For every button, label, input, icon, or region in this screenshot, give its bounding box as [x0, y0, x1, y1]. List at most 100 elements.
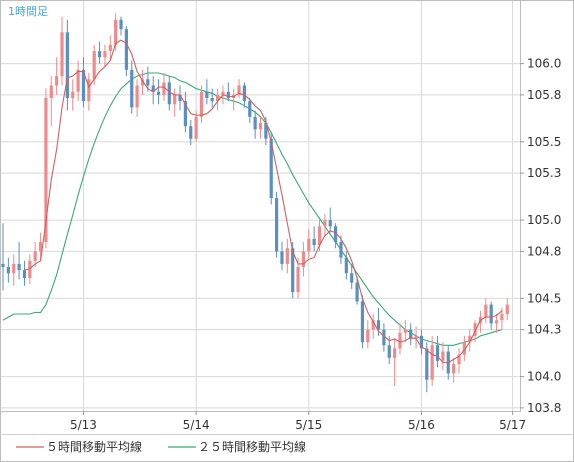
candle-body	[355, 282, 359, 302]
candle-body	[296, 267, 300, 293]
candle	[253, 110, 257, 139]
candle-body	[237, 85, 241, 95]
x-tick-label: 5/16	[408, 418, 435, 432]
candle-body	[199, 91, 204, 117]
candle	[248, 98, 252, 124]
candle-body	[87, 79, 91, 102]
legend-label-ma25: ２５時間移動平均線	[198, 439, 306, 454]
candle	[183, 91, 187, 133]
candle-body	[382, 329, 386, 346]
candle-body	[103, 51, 107, 58]
candle-body	[22, 270, 27, 278]
candle-body	[114, 19, 118, 45]
candle	[76, 60, 80, 102]
candle-body	[489, 304, 493, 324]
candle-body	[28, 260, 32, 278]
candle-body	[414, 335, 418, 340]
y-tick-label: 105.3	[527, 166, 561, 180]
candle-body	[226, 91, 230, 99]
candle-body	[135, 85, 139, 108]
ma25-line	[2, 72, 503, 346]
candle	[355, 276, 359, 305]
candle	[393, 339, 397, 386]
x-axis-ticks: 5/13 5/14 5/15 5/16 5/17	[70, 411, 526, 432]
candle-body	[425, 348, 429, 380]
y-tick-label: 106.0	[527, 57, 561, 71]
candle	[65, 19, 69, 111]
candle-body	[435, 345, 440, 361]
candle-body	[44, 98, 48, 242]
x-tick-label: 5/15	[295, 418, 322, 432]
candle-body	[312, 238, 316, 246]
candle-body	[500, 313, 504, 321]
candle	[430, 335, 434, 386]
candle-body	[194, 116, 198, 139]
candle-body	[339, 241, 343, 258]
candle-body	[317, 226, 322, 246]
candle	[350, 263, 354, 289]
candle	[226, 82, 230, 102]
candle	[146, 66, 150, 92]
timeframe-label: 1時間足	[8, 5, 48, 18]
candle-body	[264, 123, 268, 139]
candle	[140, 69, 145, 95]
candle	[301, 241, 306, 277]
y-tick-label: 105.0	[527, 213, 561, 227]
candle-body	[398, 332, 402, 349]
candle-body	[291, 248, 295, 293]
candle	[312, 226, 316, 252]
candle-body	[33, 251, 37, 261]
candle	[151, 76, 155, 105]
candle-body	[1, 263, 5, 268]
candle	[457, 348, 461, 374]
candle	[274, 191, 279, 258]
candle	[360, 295, 365, 349]
candle-body	[242, 85, 247, 102]
candle	[156, 79, 161, 105]
candle-body	[92, 51, 96, 80]
candle-body	[108, 44, 112, 52]
x-tick-label: 5/13	[70, 418, 97, 432]
candle-body	[484, 304, 488, 318]
candle-body	[49, 85, 53, 99]
candle	[328, 207, 332, 233]
candle-body	[452, 364, 456, 374]
candle	[339, 235, 343, 264]
candle-body	[215, 94, 220, 102]
ma5-series	[24, 39, 503, 364]
candle-body	[146, 79, 150, 86]
candle-body	[419, 335, 424, 349]
candle-body	[334, 226, 338, 242]
candle-body	[280, 251, 284, 264]
y-axis-ticks: 106.0 105.8 105.5 105.3 105.0 104.8 104.5 104.3…	[520, 57, 561, 415]
candle	[484, 298, 488, 324]
candle-body	[441, 351, 445, 361]
candle	[1, 223, 5, 291]
candle	[323, 213, 327, 236]
candle-body	[371, 320, 375, 330]
candle-body	[151, 85, 155, 92]
candle	[194, 110, 198, 142]
candle	[468, 329, 472, 352]
candle-body	[350, 273, 354, 283]
y-tick-label: 105.5	[527, 135, 561, 149]
x-tick-label: 5/14	[183, 418, 210, 432]
candle	[441, 342, 445, 371]
candle-body	[189, 126, 193, 139]
candle-body	[430, 345, 434, 380]
candle-body	[328, 220, 332, 227]
candle	[28, 254, 32, 285]
candle	[135, 79, 139, 117]
y-tick-label: 104.8	[527, 244, 561, 258]
candle	[199, 85, 204, 124]
ma5-line	[24, 39, 503, 364]
candle	[124, 26, 128, 77]
candle	[17, 241, 21, 280]
candle	[435, 335, 440, 368]
candle-body	[38, 241, 43, 252]
candle-body	[130, 69, 134, 108]
candle-body	[162, 82, 166, 95]
candle	[103, 44, 107, 67]
candle	[119, 16, 123, 36]
